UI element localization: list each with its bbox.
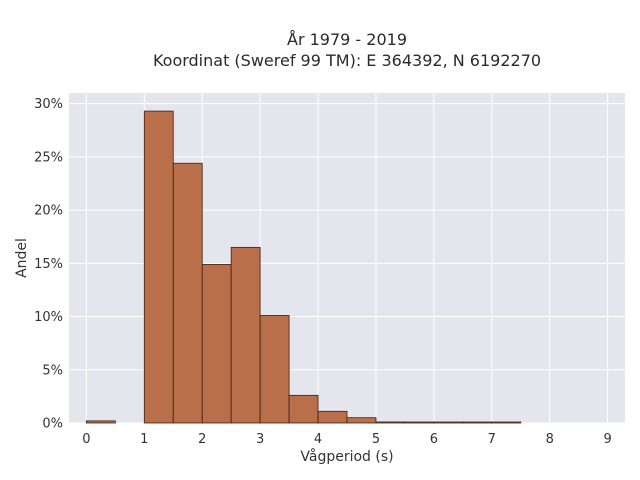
x-tick-label: 5 (372, 432, 380, 447)
histogram-bar (346, 417, 377, 424)
x-tick-label: 1 (140, 432, 148, 447)
x-tick-label: 6 (430, 432, 438, 447)
y-tick-label: 10% (34, 310, 63, 325)
histogram-bar (491, 421, 522, 424)
histogram-bar (172, 162, 203, 424)
y-tick-label: 5% (42, 363, 63, 378)
x-tick-label: 8 (546, 432, 554, 447)
histogram-bar (201, 263, 232, 424)
y-tick-labels: 0% 5% 10% 15% 20% 25% 30% (34, 97, 63, 431)
histogram-bar (433, 421, 464, 424)
histogram-bar (462, 421, 493, 424)
y-axis-label: Andel (14, 238, 30, 278)
x-axis-label: Vågperiod (s) (300, 448, 393, 465)
y-tick-label: 30% (34, 97, 63, 112)
chart-title-line-2: Koordinat (Sweref 99 TM): E 364392, N 61… (153, 51, 541, 70)
histogram-bar (288, 394, 319, 424)
chart-title-line-1: År 1979 - 2019 (287, 30, 407, 49)
histogram-bar (404, 421, 435, 424)
x-tick-label: 9 (603, 432, 611, 447)
histogram-bar (230, 246, 261, 424)
y-tick-label: 0% (42, 417, 63, 432)
histogram-bar (143, 110, 174, 424)
histogram-bar (85, 420, 116, 424)
x-tick-label: 0 (82, 432, 90, 447)
y-tick-label: 15% (34, 257, 63, 272)
histogram-bars (85, 110, 522, 424)
x-tick-label: 2 (198, 432, 206, 447)
histogram-bar (375, 421, 406, 424)
y-tick-label: 20% (34, 204, 63, 219)
histogram-bar (259, 315, 290, 424)
x-tick-label: 3 (256, 432, 264, 447)
x-tick-label: 7 (488, 432, 496, 447)
y-tick-label: 25% (34, 150, 63, 165)
histogram-bar (317, 410, 348, 424)
x-tick-label: 4 (314, 432, 322, 447)
x-tick-labels: 0 1 2 3 4 5 6 7 8 9 (82, 432, 612, 447)
